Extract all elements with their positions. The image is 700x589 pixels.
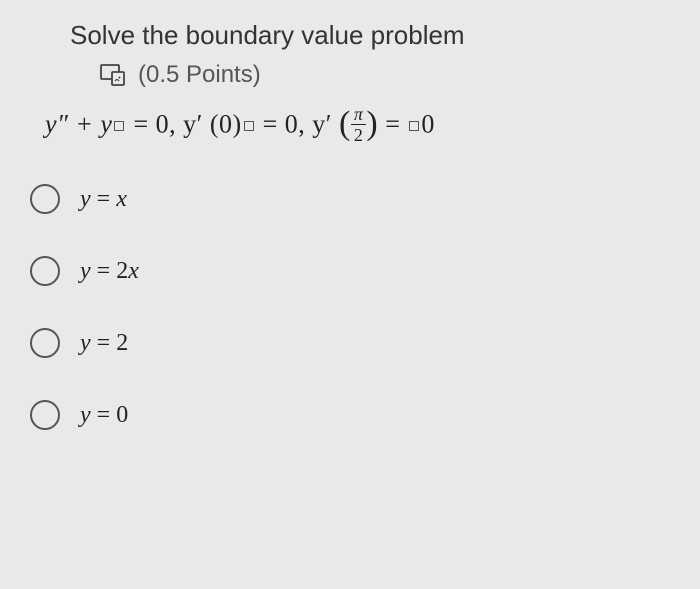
fraction-numerator: π <box>351 105 367 125</box>
points-label: (0.5 Points) <box>138 61 261 89</box>
points-row: (0.5 Points) <box>100 61 660 89</box>
fraction-pi-over-2: π2 <box>351 105 367 144</box>
option-eq: = 0 <box>91 402 129 428</box>
fraction-denominator: 2 <box>351 125 367 144</box>
option-text: y = 2 <box>80 330 128 357</box>
eq-part-1: y″ + y <box>45 109 112 138</box>
equation: y″ + y = 0, y′ (0) = 0, y′ (π2) = 0 <box>45 107 660 146</box>
radio-button[interactable] <box>30 256 60 286</box>
option-eq: = 2 <box>91 330 129 356</box>
radio-button[interactable] <box>30 328 60 358</box>
option-row[interactable]: y = 0 <box>30 400 660 430</box>
option-eq: = <box>91 186 117 212</box>
placeholder-box <box>114 121 124 131</box>
option-text: y = 0 <box>80 402 128 429</box>
rparen: ) <box>366 105 378 142</box>
option-y: y <box>80 330 91 356</box>
option-y: y <box>80 258 91 284</box>
option-y: y <box>80 186 91 212</box>
lparen: ( <box>339 105 351 142</box>
option-rhs: x <box>128 258 139 284</box>
option-y: y <box>80 402 91 428</box>
option-rhs: x <box>116 186 127 212</box>
eq-part-2: = 0, y′ (0) <box>126 109 241 138</box>
option-row[interactable]: y = 2 <box>30 328 660 358</box>
eq-part-4: = <box>378 109 407 138</box>
eq-part-5: 0 <box>421 109 435 138</box>
placeholder-box <box>409 121 419 131</box>
option-row[interactable]: y = 2x <box>30 256 660 286</box>
radio-button[interactable] <box>30 400 60 430</box>
options-list: y = x y = 2x y = 2 y = 0 <box>30 184 660 430</box>
eq-part-3: = 0, y′ <box>256 109 339 138</box>
radio-button[interactable] <box>30 184 60 214</box>
option-text: y = 2x <box>80 258 139 285</box>
option-text: y = x <box>80 186 127 213</box>
question-title: Solve the boundary value problem <box>70 20 660 51</box>
placeholder-box <box>244 121 254 131</box>
option-eq: = 2 <box>91 258 129 284</box>
device-icon <box>100 64 128 86</box>
option-row[interactable]: y = x <box>30 184 660 214</box>
